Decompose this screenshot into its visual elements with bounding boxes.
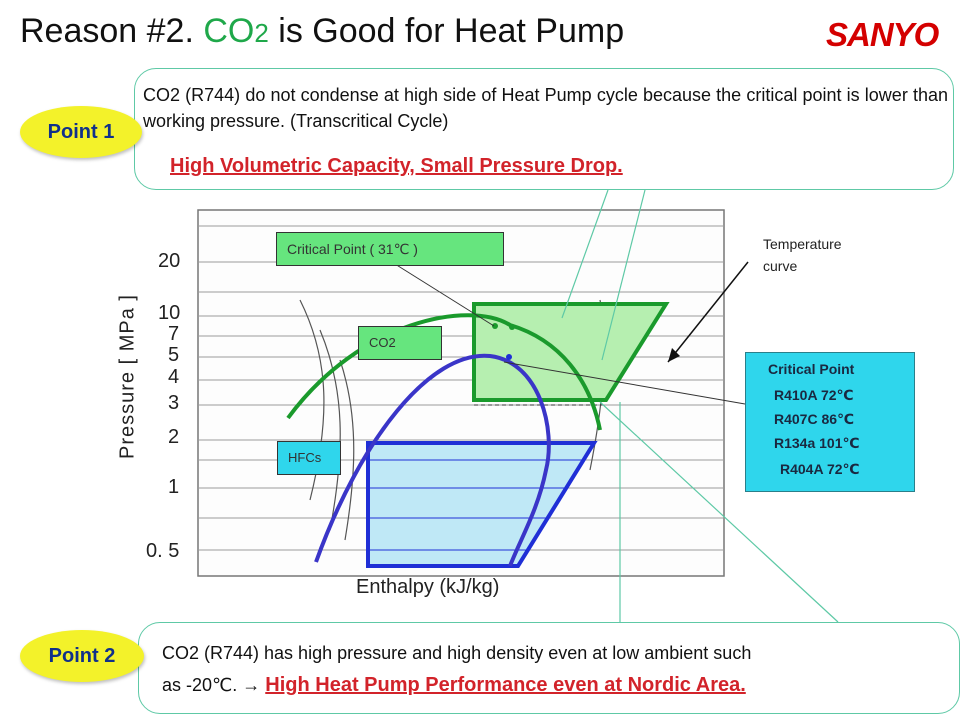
x-axis-label: Enthalpy (kJ/kg): [356, 576, 500, 598]
ytick-2: 2: [168, 426, 180, 448]
temperature-arrowhead: [668, 348, 680, 362]
temperature-curve-label: Temperature curve: [763, 233, 842, 277]
temperature-pointer: [667, 261, 749, 363]
critical-point-row: R410A 72℃: [774, 387, 854, 403]
ytick-0-5: 0. 5: [146, 540, 180, 562]
sanyo-logo: SANYO: [826, 16, 939, 53]
point1-text: CO2 (R744) do not condense at high side …: [143, 85, 948, 131]
ytick-10: 10: [158, 302, 181, 324]
ytick-3: 3: [168, 392, 180, 414]
point1-highlight: High Volumetric Capacity, Small Pressure…: [170, 155, 623, 177]
critical-point-row: R407C 86℃: [774, 411, 854, 427]
point2-highlight: High Heat Pump Performance even at Nordi…: [265, 674, 746, 696]
temperature-label-line1: Temperature: [763, 236, 842, 252]
callout-connectors: [561, 189, 839, 623]
co2-tag: CO2: [358, 326, 442, 360]
critical-pointer: [394, 263, 495, 327]
title-suffix: is Good for Heat Pump: [268, 12, 625, 50]
temperature-label-line2: curve: [763, 258, 798, 274]
hfc-dot: [506, 354, 512, 360]
hfc-dome: [314, 353, 551, 567]
point1-badge: Point 1: [20, 106, 142, 158]
page-title: Reason #2. CO2 is Good for Heat Pump: [20, 12, 624, 51]
critical-point-header: Critical Point: [768, 361, 855, 377]
point2-badge: Point 2: [20, 630, 144, 682]
point2-line2-prefix: as -20℃.: [162, 675, 243, 695]
point2-callout: [138, 622, 960, 714]
right-arrow-icon: →: [242, 675, 261, 695]
ytick-1: 1: [168, 476, 180, 498]
point2-text-line2: as -20℃. → High Heat Pump Performance ev…: [162, 672, 746, 698]
critical-point-row: R404A 72℃: [780, 461, 860, 477]
hfcs-tag: HFCs: [277, 441, 341, 475]
title-co-subscript: 2: [254, 18, 269, 48]
title-co: CO: [203, 12, 255, 50]
critical-box-pointer: [503, 361, 746, 405]
y-axis-label: Pressure [ MPa ]: [116, 294, 139, 459]
critical-point-box: Critical Point R410A 72℃ R407C 86℃ R134a…: [745, 352, 915, 492]
co2-critical-dot: [492, 323, 498, 329]
critical-point-tag: Critical Point ( 31℃ ): [276, 232, 504, 266]
co2-dot: [509, 324, 515, 330]
point1-callout: [134, 68, 954, 190]
ytick-20: 20: [158, 250, 181, 272]
ytick-7: 7: [168, 323, 180, 345]
critical-point-row: R134a 101℃: [774, 435, 860, 451]
ytick-5: 5: [168, 344, 180, 366]
point2-text-line1: CO2 (R744) has high pressure and high de…: [162, 643, 752, 663]
hfc-cycle: [366, 441, 598, 568]
title-prefix: Reason #2.: [20, 12, 204, 50]
ytick-4: 4: [168, 366, 180, 388]
co2-dome: [286, 313, 602, 431]
